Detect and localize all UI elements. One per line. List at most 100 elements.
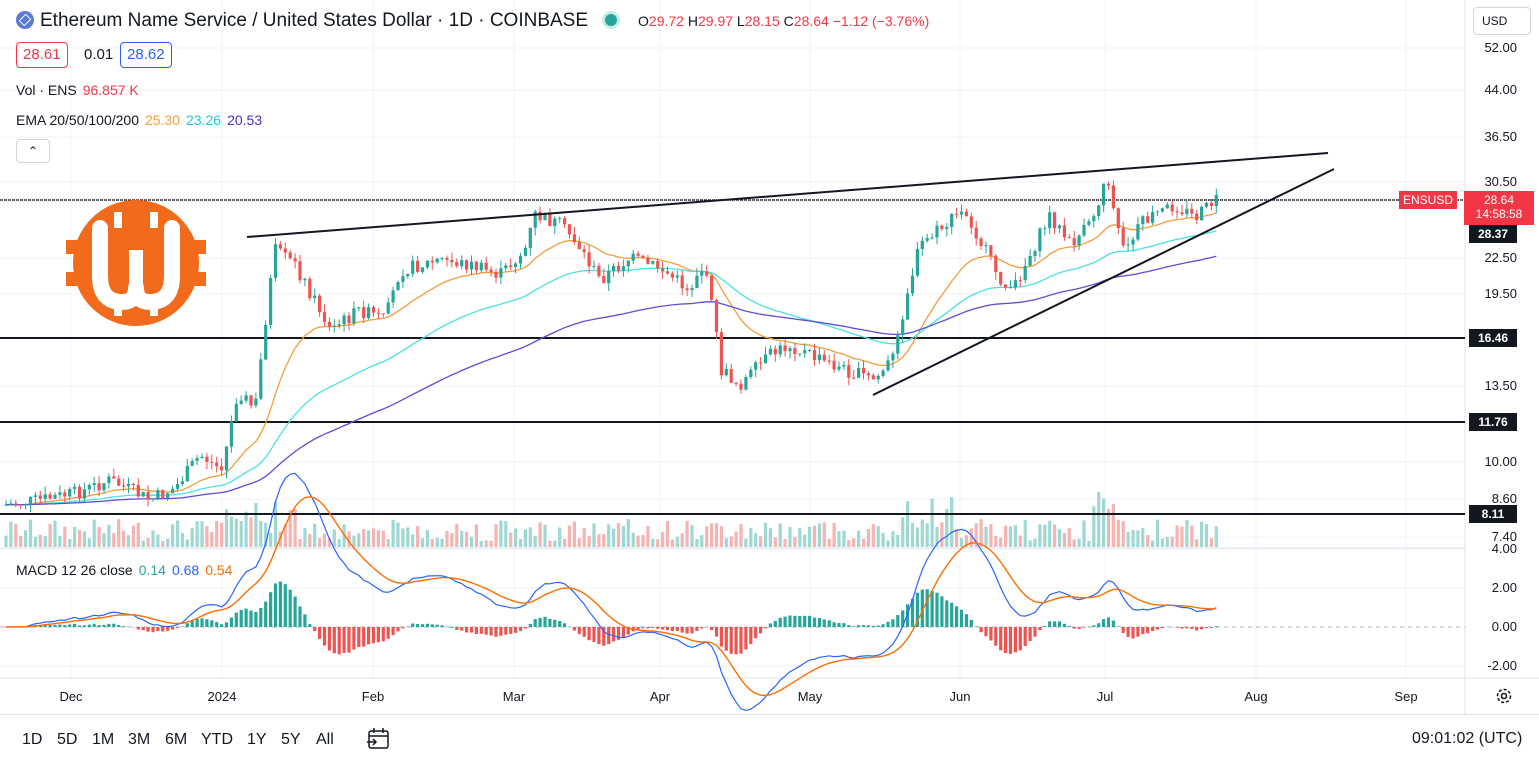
candle-body xyxy=(725,369,728,375)
candle-body xyxy=(1043,228,1046,229)
candle-body xyxy=(950,214,953,227)
volume-bar xyxy=(73,527,76,547)
compare-icon[interactable] xyxy=(366,727,392,751)
macd-histogram-bar xyxy=(1014,627,1017,652)
buy-price-button[interactable]: 28.62 xyxy=(120,42,172,68)
candle-body xyxy=(793,348,796,354)
symbol-title[interactable]: Ethereum Name Service / United States Do… xyxy=(16,10,929,32)
range-button-1m[interactable]: 1M xyxy=(92,731,114,749)
macd-histogram-bar xyxy=(813,618,816,627)
price-chart[interactable] xyxy=(0,0,1539,714)
collapse-legend-button[interactable]: ⌃ xyxy=(16,139,50,163)
time-axis-label: May xyxy=(798,689,823,704)
time-axis-label: Jul xyxy=(1097,689,1114,704)
volume-bar xyxy=(847,540,850,547)
macd-histogram-bar xyxy=(945,600,948,627)
macd-histogram-bar xyxy=(779,618,782,627)
volume-bar xyxy=(656,539,659,547)
volume-bar xyxy=(1048,521,1051,547)
volume-bar xyxy=(602,534,605,547)
volume-bar xyxy=(867,529,870,547)
candle-body xyxy=(857,368,860,378)
candle-body xyxy=(1009,287,1012,288)
candle-body xyxy=(651,261,654,264)
macd-line-value: 0.68 xyxy=(172,562,199,578)
candle-body xyxy=(720,332,723,375)
range-button-1d[interactable]: 1D xyxy=(22,731,42,749)
macd-axis-label: 2.00 xyxy=(1492,580,1517,595)
macd-histogram-bar xyxy=(1195,627,1198,630)
candle-body xyxy=(597,266,600,276)
volume-bar xyxy=(637,536,640,547)
volume-bar xyxy=(1215,526,1218,547)
candle-body xyxy=(980,238,983,245)
candle-body xyxy=(73,487,76,489)
volume-bar xyxy=(666,521,669,547)
volume-bar xyxy=(249,517,252,547)
clock[interactable]: 09:01:02 (UTC) xyxy=(1412,730,1522,748)
macd-histogram-bar xyxy=(436,625,439,627)
volume-bar xyxy=(1151,541,1154,547)
volume-bar xyxy=(112,533,115,547)
volume-bar xyxy=(705,526,708,547)
range-button-3m[interactable]: 3M xyxy=(128,731,150,749)
candle-body xyxy=(960,212,963,215)
candle-body xyxy=(284,249,287,253)
candle-body xyxy=(205,457,208,462)
volume-bar xyxy=(24,530,27,547)
candle-body xyxy=(891,354,894,361)
volume-bar xyxy=(1063,533,1066,547)
volume-bar xyxy=(676,537,679,547)
candle-body xyxy=(1082,225,1085,236)
candle-body xyxy=(1004,284,1007,287)
macd-histogram-bar xyxy=(514,627,517,633)
candle-body xyxy=(1151,212,1154,223)
volume-bar xyxy=(313,524,316,547)
candle-body xyxy=(9,503,12,504)
close-value: 28.64 xyxy=(794,13,829,29)
candle-body xyxy=(882,370,885,375)
volume-bar xyxy=(695,539,698,547)
volume-bar xyxy=(632,533,635,547)
candle-body xyxy=(1180,212,1183,214)
candle-body xyxy=(245,395,248,400)
macd-histogram-bar xyxy=(504,627,507,635)
candle-body xyxy=(1190,209,1193,214)
macd-histogram-bar xyxy=(852,626,855,627)
candle-body xyxy=(1019,280,1022,281)
macd-histogram-bar xyxy=(607,627,610,644)
macd-histogram-bar xyxy=(352,627,355,650)
candle-body xyxy=(24,504,27,505)
volume-bar xyxy=(333,529,336,547)
range-button-5d[interactable]: 5D xyxy=(57,731,77,749)
currency-select[interactable]: USD xyxy=(1473,7,1531,35)
gear-icon[interactable] xyxy=(1494,686,1514,706)
macd-histogram-bar xyxy=(1033,627,1036,637)
macd-histogram-bar xyxy=(176,627,179,628)
price-axis-label: 10.00 xyxy=(1484,454,1517,469)
volume-bar xyxy=(735,532,738,547)
candle-body xyxy=(842,365,845,367)
volume-bar xyxy=(1087,541,1090,547)
sell-price-button[interactable]: 28.61 xyxy=(16,42,68,68)
candle-body xyxy=(328,322,331,327)
macd-histogram-bar xyxy=(710,627,713,630)
volume-bar xyxy=(372,528,375,547)
candle-body xyxy=(1215,195,1218,206)
range-button-ytd[interactable]: YTD xyxy=(201,731,233,749)
range-button-1y[interactable]: 1Y xyxy=(247,731,267,749)
candle-body xyxy=(308,279,311,298)
macd-histogram-bar xyxy=(1190,627,1193,629)
volume-bar xyxy=(901,517,904,547)
candle-body xyxy=(715,300,718,332)
volume-bar xyxy=(122,531,125,547)
range-button-6m[interactable]: 6M xyxy=(165,731,187,749)
range-button-all[interactable]: All xyxy=(316,731,334,749)
range-button-5y[interactable]: 5Y xyxy=(281,731,301,749)
macd-histogram-bar xyxy=(445,626,448,627)
time-axis-label: Feb xyxy=(362,689,384,704)
